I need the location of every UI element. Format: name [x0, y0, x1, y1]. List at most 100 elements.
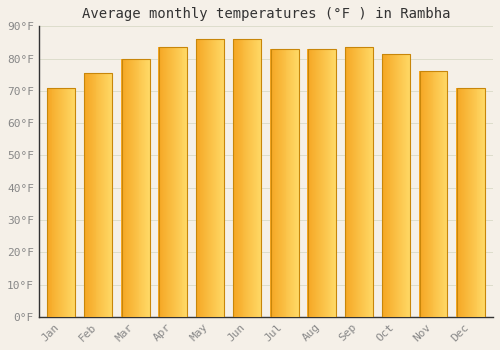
Bar: [382, 54, 410, 317]
Bar: [87, 73, 88, 317]
Bar: [127, 58, 128, 317]
Bar: [457, 88, 484, 317]
Bar: [54, 88, 56, 317]
Bar: [355, 47, 356, 317]
Bar: [214, 39, 215, 317]
Bar: [63, 88, 64, 317]
Bar: [361, 47, 362, 317]
Bar: [406, 54, 407, 317]
Bar: [163, 47, 164, 317]
Bar: [256, 39, 257, 317]
Bar: [92, 73, 94, 317]
Bar: [123, 58, 124, 317]
Bar: [368, 47, 370, 317]
Bar: [56, 88, 58, 317]
Bar: [463, 88, 464, 317]
Bar: [346, 47, 348, 317]
Bar: [458, 88, 459, 317]
Bar: [220, 39, 222, 317]
Bar: [447, 71, 448, 317]
Bar: [46, 88, 48, 317]
Bar: [427, 71, 428, 317]
Bar: [410, 54, 411, 317]
Bar: [222, 39, 224, 317]
Bar: [461, 88, 462, 317]
Bar: [438, 71, 440, 317]
Bar: [138, 58, 140, 317]
Bar: [332, 49, 334, 317]
Bar: [125, 58, 126, 317]
Bar: [308, 49, 310, 317]
Bar: [47, 88, 75, 317]
Bar: [86, 73, 87, 317]
Bar: [253, 39, 254, 317]
Bar: [254, 39, 255, 317]
Bar: [407, 54, 408, 317]
Bar: [436, 71, 438, 317]
Bar: [174, 47, 175, 317]
Bar: [98, 73, 100, 317]
Bar: [165, 47, 166, 317]
Bar: [140, 58, 141, 317]
Bar: [372, 47, 374, 317]
Bar: [178, 47, 180, 317]
Bar: [399, 54, 400, 317]
Bar: [102, 73, 104, 317]
Bar: [444, 71, 445, 317]
Bar: [70, 88, 71, 317]
Bar: [176, 47, 178, 317]
Bar: [405, 54, 406, 317]
Bar: [67, 88, 68, 317]
Bar: [216, 39, 217, 317]
Bar: [238, 39, 240, 317]
Bar: [403, 54, 404, 317]
Bar: [274, 49, 275, 317]
Bar: [279, 49, 280, 317]
Bar: [480, 88, 482, 317]
Bar: [271, 49, 272, 317]
Bar: [233, 39, 234, 317]
Bar: [208, 39, 209, 317]
Bar: [171, 47, 172, 317]
Bar: [470, 88, 472, 317]
Bar: [234, 39, 262, 317]
Bar: [196, 39, 198, 317]
Bar: [176, 47, 177, 317]
Bar: [319, 49, 320, 317]
Bar: [84, 73, 85, 317]
Bar: [320, 49, 321, 317]
Bar: [211, 39, 212, 317]
Bar: [344, 47, 346, 317]
Bar: [362, 47, 363, 317]
Bar: [384, 54, 385, 317]
Bar: [260, 39, 261, 317]
Bar: [294, 49, 295, 317]
Bar: [284, 49, 286, 317]
Bar: [348, 47, 350, 317]
Bar: [71, 88, 72, 317]
Bar: [443, 71, 444, 317]
Bar: [66, 88, 67, 317]
Bar: [182, 47, 184, 317]
Bar: [383, 54, 384, 317]
Bar: [420, 71, 448, 317]
Bar: [298, 49, 299, 317]
Bar: [72, 88, 74, 317]
Bar: [276, 49, 277, 317]
Bar: [326, 49, 328, 317]
Bar: [396, 54, 398, 317]
Bar: [158, 47, 160, 317]
Bar: [234, 39, 235, 317]
Bar: [121, 58, 122, 317]
Bar: [258, 39, 259, 317]
Bar: [370, 47, 372, 317]
Bar: [296, 49, 297, 317]
Bar: [363, 47, 364, 317]
Bar: [472, 88, 474, 317]
Bar: [64, 88, 65, 317]
Bar: [69, 88, 70, 317]
Bar: [206, 39, 207, 317]
Bar: [467, 88, 468, 317]
Bar: [382, 54, 383, 317]
Bar: [110, 73, 111, 317]
